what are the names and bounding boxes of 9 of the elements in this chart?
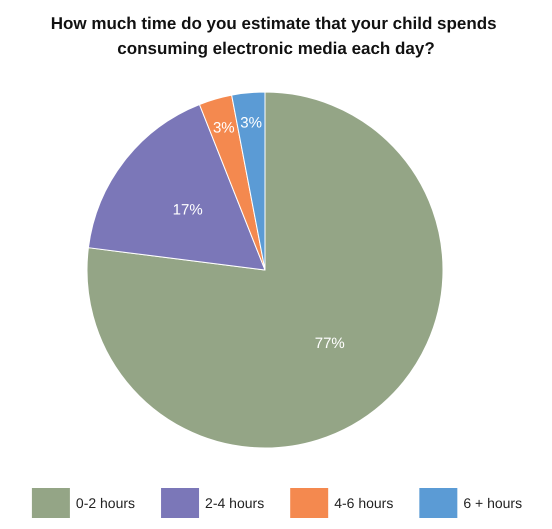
data-label: 17%	[172, 201, 203, 218]
legend-label: 2-4 hours	[205, 495, 264, 511]
data-label: 3%	[240, 114, 262, 132]
chart-title: How much time do you estimate that your child spends consuming electronic media each day?	[50, 14, 502, 58]
data-label: 77%	[314, 334, 345, 352]
data-label: 3%	[212, 120, 235, 137]
legend-label: 6 + hours	[463, 495, 522, 511]
legend-label: 0-2 hours	[76, 495, 136, 511]
legend-label: 4-6 hours	[334, 495, 394, 511]
